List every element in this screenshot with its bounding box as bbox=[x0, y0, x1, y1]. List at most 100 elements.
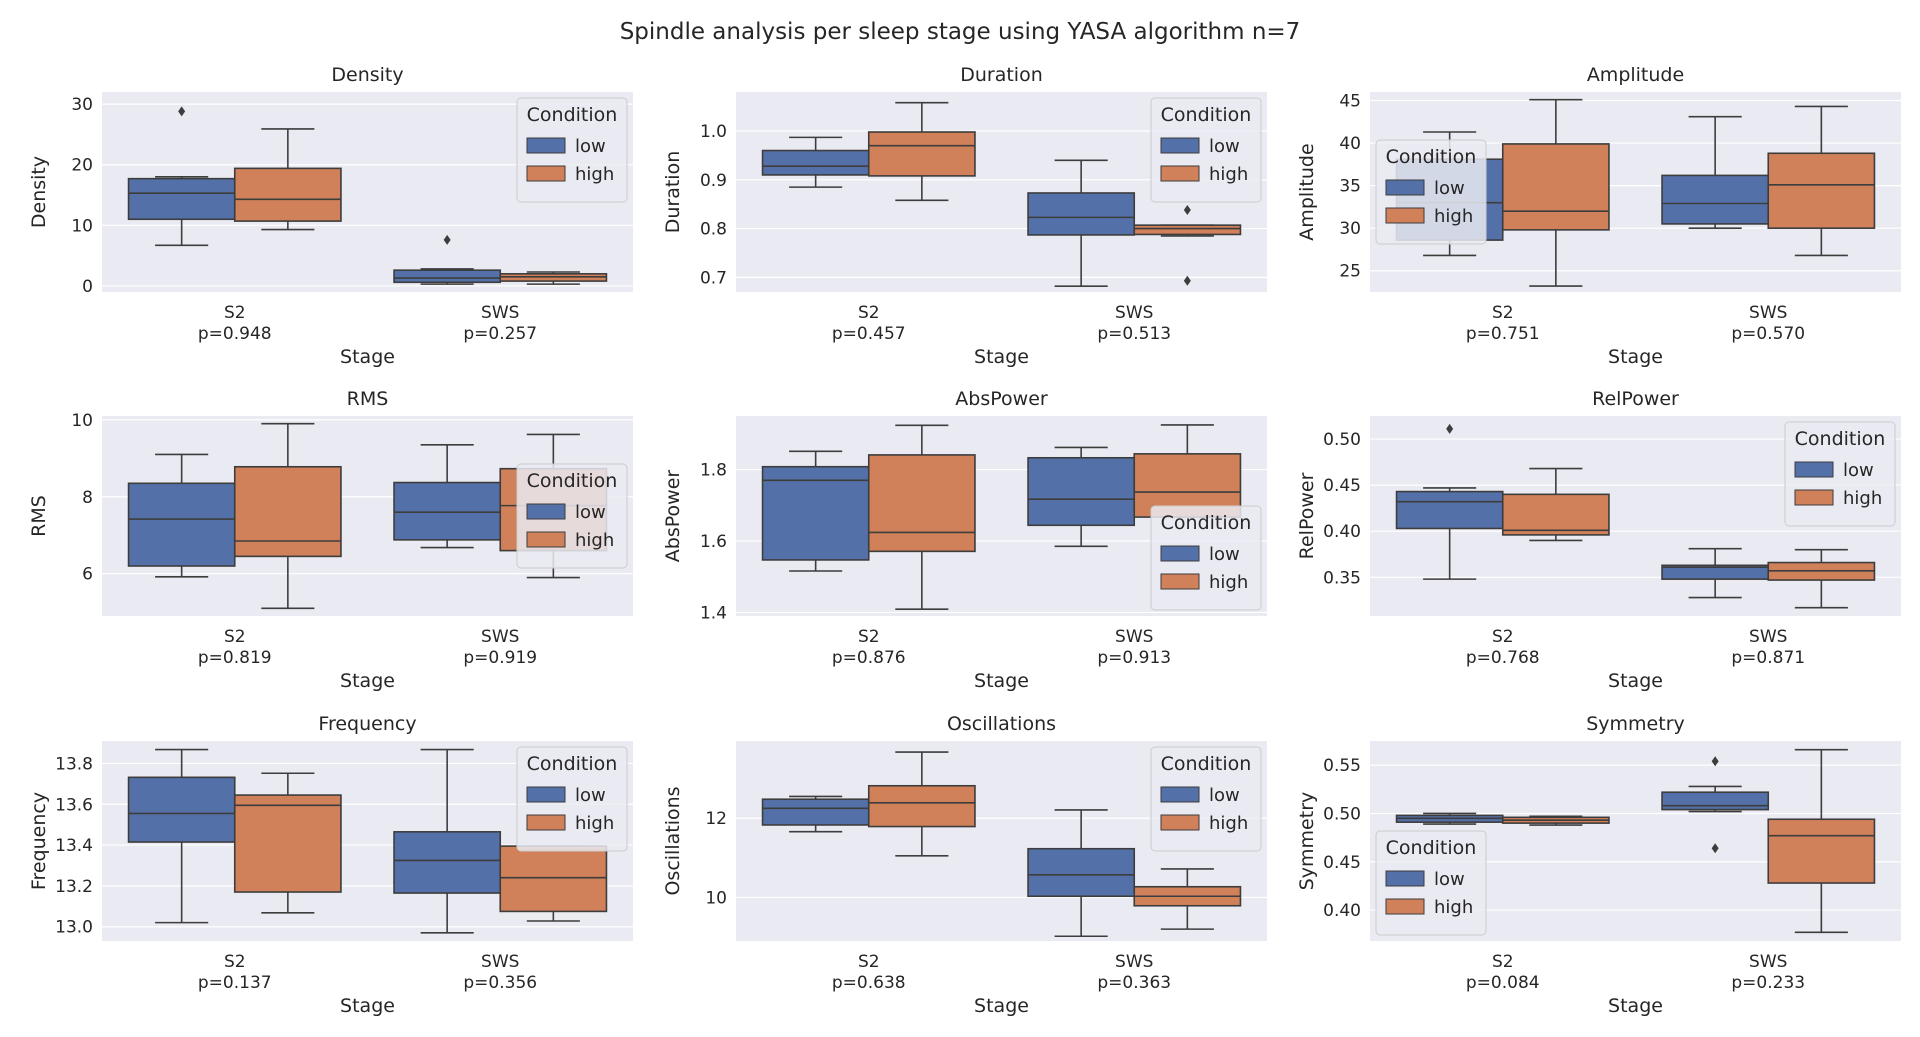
p-value-label: p=0.084 bbox=[1466, 973, 1540, 993]
legend: Condition low high bbox=[1784, 421, 1896, 527]
box-sws-low bbox=[393, 748, 502, 934]
subplot-title: Symmetry bbox=[1586, 713, 1685, 735]
x-axis-label: Stage bbox=[340, 995, 395, 1017]
legend-label-low: low bbox=[1209, 136, 1240, 157]
legend-label-high: high bbox=[1209, 164, 1248, 185]
legend-label-high: high bbox=[575, 530, 614, 551]
y-tick-label: 0 bbox=[82, 277, 93, 297]
box-iqr bbox=[867, 131, 976, 177]
subplot-title: RelPower bbox=[1592, 388, 1679, 410]
y-tick-label: 13.6 bbox=[55, 795, 93, 815]
outlier-point bbox=[178, 106, 186, 117]
y-tick-label: 30 bbox=[71, 95, 93, 115]
p-value-label: p=0.457 bbox=[832, 324, 906, 344]
y-tick-label: 13.4 bbox=[55, 836, 93, 856]
y-axis-label: Duration bbox=[662, 151, 684, 234]
y-tick-label: 1.6 bbox=[700, 532, 727, 552]
x-tick-label: S2 bbox=[224, 303, 246, 323]
legend-title: Condition bbox=[527, 753, 618, 775]
x-tick-label: S2 bbox=[1492, 303, 1514, 323]
y-axis-label: RelPower bbox=[1296, 472, 1318, 559]
y-tick-label: 0.45 bbox=[1323, 476, 1361, 496]
y-tick-label: 13.0 bbox=[55, 918, 93, 938]
box-iqr bbox=[1027, 847, 1136, 898]
legend-swatch-low bbox=[1160, 137, 1200, 154]
x-tick-label: SWS bbox=[481, 303, 519, 323]
box-iqr bbox=[1501, 143, 1610, 231]
p-value-label: p=0.638 bbox=[832, 973, 906, 993]
box-iqr bbox=[1027, 192, 1136, 236]
x-tick-label: SWS bbox=[1749, 303, 1787, 323]
box-sws-high bbox=[499, 271, 608, 285]
legend-title: Condition bbox=[1795, 428, 1886, 450]
legend-swatch-low bbox=[526, 786, 566, 803]
p-value-label: p=0.948 bbox=[198, 324, 272, 344]
subplot-title: Oscillations bbox=[947, 713, 1056, 735]
legend: Condition low high bbox=[516, 746, 628, 852]
y-tick-label: 0.45 bbox=[1323, 853, 1361, 873]
legend-swatch-low bbox=[1794, 461, 1834, 478]
box-s2-high bbox=[1501, 467, 1610, 542]
legend-swatch-high bbox=[1385, 207, 1425, 224]
outlier-point bbox=[1711, 756, 1719, 767]
legend: Condition low high bbox=[1150, 97, 1262, 203]
x-tick-label: S2 bbox=[1492, 952, 1514, 972]
subplot-grid: 0102030S2p=0.948SWSp=0.257DensityStageDe… bbox=[28, 64, 1901, 1017]
p-value-label: p=0.871 bbox=[1731, 648, 1805, 668]
legend-title: Condition bbox=[1161, 104, 1252, 126]
legend-label-low: low bbox=[1434, 178, 1465, 199]
legend-label-high: high bbox=[1434, 206, 1473, 227]
box-iqr bbox=[1501, 493, 1610, 536]
legend: Condition low high bbox=[516, 97, 628, 203]
legend-swatch-low bbox=[1385, 870, 1425, 887]
x-tick-label: S2 bbox=[224, 952, 246, 972]
box-iqr bbox=[499, 845, 608, 913]
y-tick-label: 0.50 bbox=[1323, 804, 1361, 824]
x-tick-label: SWS bbox=[481, 627, 519, 647]
box-s2-high bbox=[867, 751, 976, 857]
y-tick-label: 45 bbox=[1339, 92, 1361, 112]
legend: Condition low high bbox=[1150, 505, 1262, 611]
y-tick-label: 1.4 bbox=[700, 603, 727, 623]
legend-label-low: low bbox=[1209, 544, 1240, 565]
box-sws-high bbox=[1133, 868, 1242, 930]
x-axis-label: Stage bbox=[1608, 670, 1663, 692]
legend-swatch-high bbox=[526, 531, 566, 548]
y-tick-label: 25 bbox=[1339, 262, 1361, 282]
y-tick-label: 1.8 bbox=[700, 461, 727, 481]
x-tick-label: S2 bbox=[1492, 627, 1514, 647]
y-tick-label: 13.8 bbox=[55, 754, 93, 774]
legend: Condition low high bbox=[1375, 830, 1487, 936]
legend-label-high: high bbox=[1843, 488, 1882, 509]
p-value-label: p=0.876 bbox=[832, 648, 906, 668]
box-iqr bbox=[127, 177, 236, 221]
legend-swatch-high bbox=[1385, 898, 1425, 915]
legend-title: Condition bbox=[1161, 512, 1252, 534]
box-sws-high bbox=[1767, 748, 1876, 934]
x-tick-label: S2 bbox=[858, 303, 880, 323]
box-sws-low bbox=[1027, 809, 1136, 938]
y-axis-label: Frequency bbox=[28, 792, 50, 890]
p-value-label: p=0.257 bbox=[463, 324, 537, 344]
y-axis-label: Symmetry bbox=[1296, 792, 1318, 891]
y-tick-label: 10 bbox=[705, 888, 727, 908]
y-tick-label: 10 bbox=[71, 411, 93, 431]
x-tick-label: SWS bbox=[1115, 303, 1153, 323]
figure-title: Spindle analysis per sleep stage using Y… bbox=[620, 19, 1301, 45]
legend-label-low: low bbox=[1843, 460, 1874, 481]
y-tick-label: 8 bbox=[82, 488, 93, 508]
y-tick-label: 0.35 bbox=[1323, 568, 1361, 588]
subplot-title: AbsPower bbox=[955, 388, 1048, 410]
y-axis-label: Oscillations bbox=[662, 786, 684, 895]
box-iqr bbox=[1133, 224, 1242, 236]
p-value-label: p=0.751 bbox=[1466, 324, 1540, 344]
box-iqr bbox=[393, 831, 502, 894]
legend-label-low: low bbox=[1209, 785, 1240, 806]
legend-swatch-high bbox=[1160, 814, 1200, 831]
x-axis-label: Stage bbox=[974, 995, 1029, 1017]
legend-label-low: low bbox=[575, 136, 606, 157]
